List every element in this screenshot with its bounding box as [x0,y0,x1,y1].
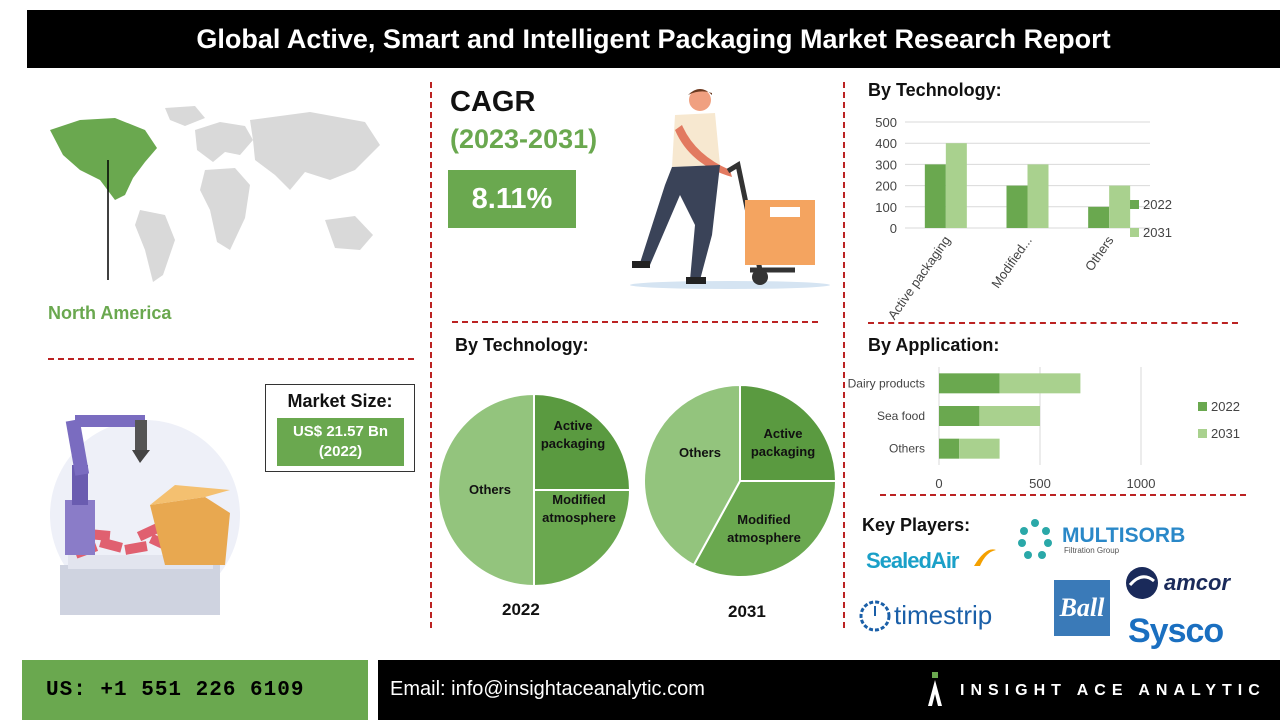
y-tick-label: 500 [875,115,897,130]
pie-slice [437,392,535,588]
legend-label: 2031 [1211,426,1240,441]
key-players-heading: Key Players: [862,515,971,535]
y-tick-label: 400 [875,136,897,151]
footer-email[interactable]: Email: info@insightaceanalytic.com [390,678,705,700]
bar-2031 [1109,185,1131,228]
pie-year-2022: 2022 [502,600,540,619]
y-tick-label: Dairy products [848,376,925,390]
legend-swatch [1198,402,1207,411]
pie-slice-label: Others [469,482,511,497]
market-size-label: Market Size: [287,391,393,411]
pie-chart-2022: Active packaging Modified atmosphere Others [437,392,632,588]
footer-brand: INSIGHT ACE ANALYTIC [960,682,1266,699]
divider-map [48,358,414,360]
x-tick-label: 0 [935,476,942,491]
bar-tech-heading: By Technology: [868,80,1002,100]
bar-2022 [1088,206,1110,228]
legend-label: 2031 [1143,225,1172,240]
y-tick-label: 200 [875,179,897,194]
sealedair-swoosh-icon [974,549,996,566]
market-size-year: (2022) [318,443,363,460]
x-tick-label: Modified... [988,233,1035,291]
pie-year-2031: 2031 [728,602,766,621]
legend-label: 2022 [1143,197,1172,212]
logo-multisorb-tagline: Filtration Group [1064,546,1120,555]
pie-slice-label: Others [679,445,721,460]
y-tick-label: 300 [875,157,897,172]
pie-tech-heading: By Technology: [455,335,589,355]
logo-ball: Ball [1054,580,1110,636]
region-label: North America [48,303,172,323]
logo-timestrip: timestrip [894,600,993,630]
bar-2022 [1006,185,1028,228]
y-tick-label: Others [889,442,925,456]
logo-sysco: Sysco [1128,612,1224,650]
brand-logo-icon [928,672,942,706]
amcor-mark-icon [1126,567,1158,599]
pie-slice-label: Active packaging [751,426,815,459]
divider-cagr [452,321,818,323]
cagr-title: CAGR [450,86,536,118]
timestrip-clock-icon [859,600,891,632]
bar-2022 [939,373,1000,394]
divider-tech-bar [868,322,1238,324]
logo-multisorb: MULTISORB [1062,524,1186,547]
x-tick-label: 500 [1029,476,1051,491]
worker-with-cart-illustration [630,89,830,289]
y-tick-label: Sea food [877,409,925,423]
pie-slice [739,383,838,482]
legend-swatch [1198,429,1207,438]
market-size-amount: US$ 21.57 Bn [292,423,389,440]
market-size-value: US$ 21.57 Bn (2022) [277,418,404,466]
multisorb-mark-icon [1018,519,1052,559]
logo-amcor: amcor [1164,570,1231,595]
page-title: Global Active, Smart and Intelligent Pac… [27,10,1280,68]
logo-sealedair: SealedAir [866,548,959,573]
pie-chart-2031: Active packaging Modified atmosphere Others [643,383,838,578]
legend-label: 2022 [1211,399,1240,414]
bar-2022 [939,406,980,426]
bar-app-heading: By Application: [868,335,1000,355]
bar-2031 [959,438,1000,459]
bar-2022 [924,164,946,228]
footer-bar: Email: info@insightaceanalytic.com INSIG… [378,660,1280,720]
y-tick-label: 0 [890,221,897,236]
cagr-value: 8.11% [448,170,576,228]
x-tick-label: Active packaging [885,233,954,322]
pie-slice [533,489,632,588]
bar-2031 [999,373,1081,394]
divider-right [843,82,845,628]
legend-swatch [1130,200,1139,209]
bar-2022 [939,438,960,459]
pie-slice [643,383,741,567]
pie-slice-label: Modified atmosphere [727,512,801,545]
pie-slice-label: Modified atmosphere [542,492,616,525]
pie-slice-label: Active packaging [541,418,605,451]
x-tick-label: 1000 [1127,476,1156,491]
divider-left [430,82,432,628]
x-tick-label: Others [1082,233,1117,274]
robot-arm-illustration [50,415,240,615]
bar-chart-application: 0 500 1000 Dairy products Sea food Others 2022… [848,367,1240,491]
market-size-box: Market Size: US$ 21.57 Bn (2022) [265,384,415,472]
cagr-years: (2023-2031) [450,124,598,154]
world-map-icon [50,106,380,282]
divider-app-bar [880,494,1246,496]
bar-2031 [979,406,1040,426]
pie-slice [533,392,632,491]
bar-2031 [945,143,967,228]
pie-slice [692,480,838,578]
y-tick-label: 100 [875,200,897,215]
bar-2031 [1027,164,1049,228]
footer-phone[interactable]: US: +1 551 226 6109 [22,660,368,720]
legend-swatch [1130,228,1139,237]
